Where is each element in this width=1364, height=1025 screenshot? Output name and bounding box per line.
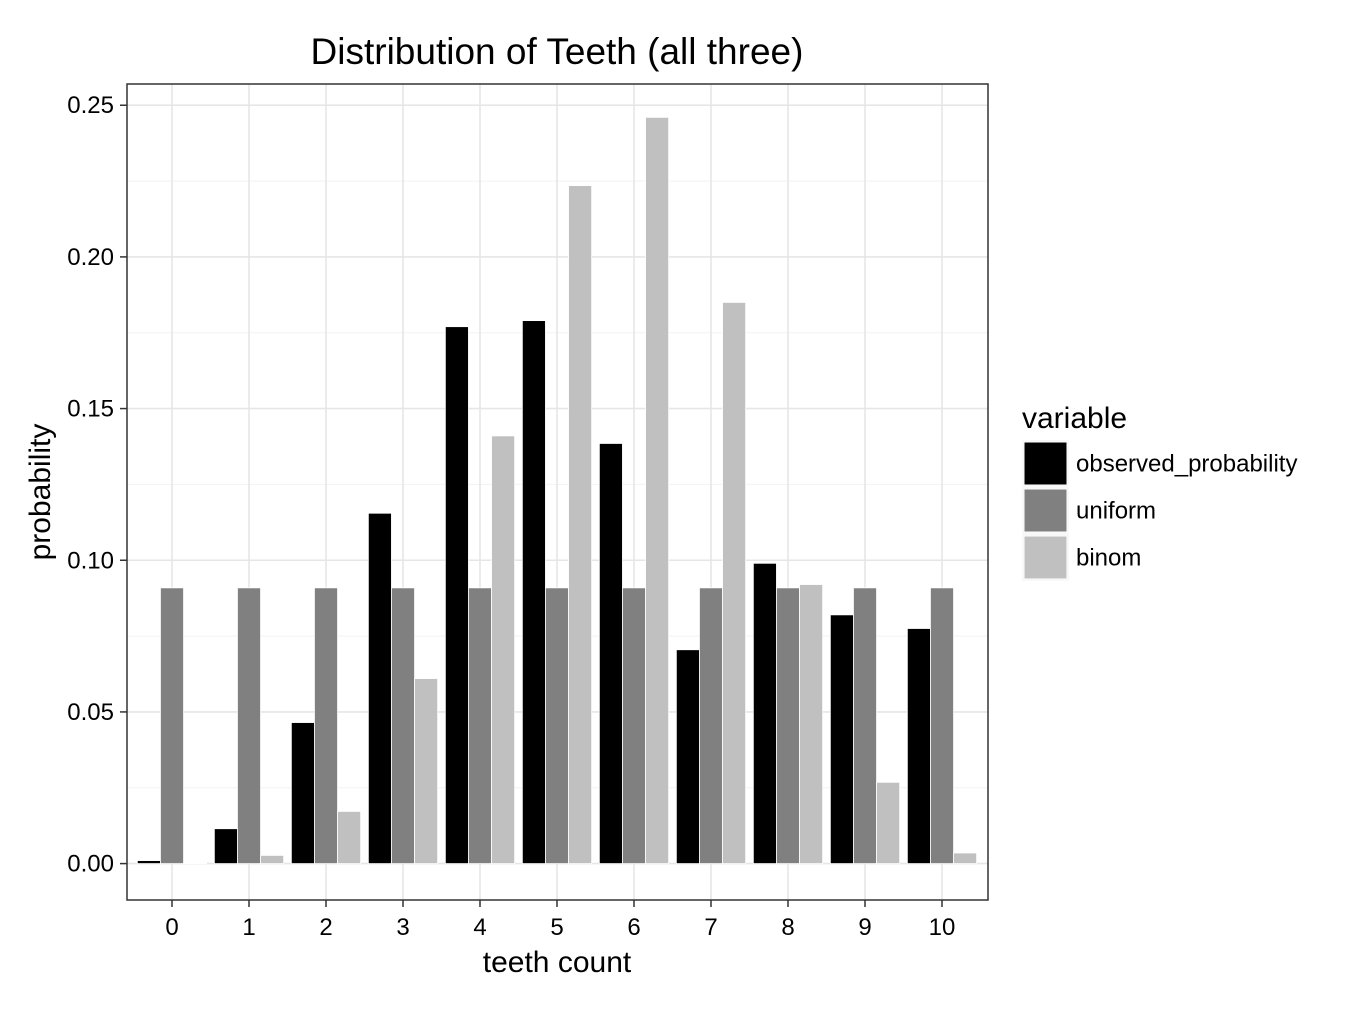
- bar-uniform-0: [160, 587, 184, 864]
- legend-swatch-binom: [1023, 535, 1068, 580]
- bar-binom-6: [645, 116, 670, 864]
- bar-binom-3: [414, 678, 439, 864]
- x-tick-label: 1: [242, 914, 255, 941]
- bar-uniform-3: [391, 587, 415, 864]
- legend-label-observed_probability: observed_probability: [1076, 451, 1297, 478]
- bar-observed_probability-5: [521, 320, 546, 864]
- bar-binom-0: [183, 862, 208, 864]
- bar-binom-1: [260, 855, 285, 864]
- legend-label-uniform: uniform: [1076, 498, 1156, 525]
- y-tick-label: 0.10: [67, 547, 114, 574]
- legend-title: variable: [1022, 402, 1127, 435]
- x-tick-label: 7: [704, 914, 717, 941]
- plot-border: [126, 83, 989, 901]
- x-axis-title: teeth count: [483, 946, 632, 979]
- bar-binom-5: [568, 185, 593, 864]
- legend-swatch-observed_probability: [1023, 441, 1068, 486]
- legend-label-binom: binom: [1076, 545, 1141, 572]
- x-tick-label: 10: [929, 914, 956, 941]
- y-tick-label: 0.25: [67, 92, 114, 119]
- x-tick-label: 8: [781, 914, 794, 941]
- bar-uniform-8: [776, 587, 800, 864]
- y-tick-label: 0.00: [67, 851, 114, 878]
- bar-binom-9: [876, 781, 901, 864]
- plot-area: 0.00 0.05 0.10 0.15 0.20 0.25 0 1 2 3 4 5 6 7 8 9 10: [67, 83, 989, 941]
- bar-observed_probability-6: [598, 443, 623, 864]
- bar-binom-7: [722, 302, 747, 864]
- bar-binom-10: [953, 852, 978, 864]
- bar-observed_probability-2: [290, 722, 315, 864]
- bar-observed_probability-0: [136, 860, 161, 864]
- x-tick-label: 9: [858, 914, 871, 941]
- x-tick-label: 0: [165, 914, 178, 941]
- bar-uniform-5: [545, 587, 569, 864]
- bar-uniform-2: [314, 587, 338, 864]
- y-tick-label: 0.05: [67, 699, 114, 726]
- y-tick-label: 0.20: [67, 244, 114, 271]
- bar-uniform-7: [699, 587, 723, 864]
- bar-binom-4: [491, 435, 516, 864]
- bar-uniform-6: [622, 587, 646, 864]
- bar-binom-8: [799, 584, 824, 864]
- bar-uniform-9: [853, 587, 877, 864]
- bar-observed_probability-3: [367, 512, 392, 864]
- bar-observed_probability-7: [675, 649, 700, 864]
- x-tick-label: 5: [550, 914, 563, 941]
- bar-uniform-1: [237, 587, 261, 864]
- x-tick-label: 2: [319, 914, 332, 941]
- y-tick-label: 0.15: [67, 396, 114, 423]
- y-axis-title: probability: [24, 424, 57, 561]
- x-tick-label: 6: [627, 914, 640, 941]
- bar-uniform-4: [468, 587, 492, 864]
- x-tick-label: 4: [473, 914, 486, 941]
- bar-uniform-10: [930, 587, 954, 864]
- bar-binom-2: [337, 811, 362, 864]
- x-tick-label: 3: [396, 914, 409, 941]
- legend-swatch-uniform: [1023, 488, 1068, 533]
- bar-observed_probability-8: [752, 562, 777, 864]
- bar-observed_probability-4: [444, 326, 469, 864]
- bar-observed_probability-1: [213, 828, 238, 864]
- bar-observed_probability-9: [829, 614, 854, 864]
- chart-title: Distribution of Teeth (all three): [311, 31, 804, 72]
- bar-observed_probability-10: [906, 628, 931, 864]
